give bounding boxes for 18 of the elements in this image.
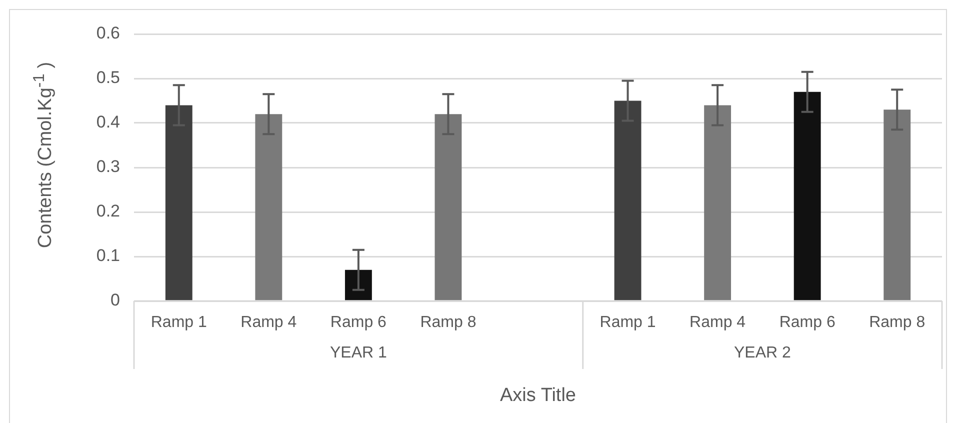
text: YEAR 1 <box>330 344 387 362</box>
y-tick-label: 0.5 <box>96 68 120 88</box>
x-tick-label: Ramp 8 <box>869 314 926 332</box>
x-tick-label: Ramp 6 <box>779 314 836 332</box>
x-axis-title: Axis Title <box>500 385 576 407</box>
y-tick-label: 0.6 <box>96 24 120 43</box>
x-tick-label: Ramp 6 <box>330 314 387 332</box>
x-tick-label: Ramp 1 <box>150 314 207 332</box>
y-tick-label: 0.1 <box>96 246 120 266</box>
y-tick-label: 0.4 <box>96 112 120 132</box>
y-tick-label: 0 <box>110 290 120 310</box>
x-tick-label: Ramp 4 <box>240 314 297 332</box>
text: YEAR 2 <box>734 344 791 362</box>
y-tick-label: 0.2 <box>96 202 120 221</box>
x-tick-label: Ramp 4 <box>690 314 746 332</box>
x-tick-label: Ramp 8 <box>420 314 476 332</box>
x-tick-label: Ramp 1 <box>600 314 656 332</box>
y-tick-label: 0.3 <box>96 157 120 176</box>
